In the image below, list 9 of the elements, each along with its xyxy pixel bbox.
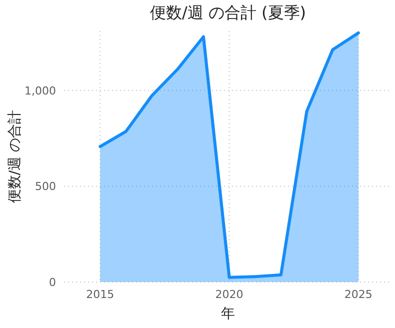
y-tick-label: 1,000 xyxy=(24,84,56,98)
y-tick-label: 0 xyxy=(49,276,56,289)
x-axis-title: 年 xyxy=(221,306,235,322)
y-axis-title: 便数/週 の合計 xyxy=(7,110,23,204)
x-tick-label: 2025 xyxy=(344,288,372,301)
x-tick-label: 2020 xyxy=(215,288,244,301)
x-tick-label: 2015 xyxy=(86,288,114,301)
chart-title: 便数/週 の合計 (夏季) xyxy=(150,3,306,22)
y-tick-label: 500 xyxy=(35,180,56,194)
